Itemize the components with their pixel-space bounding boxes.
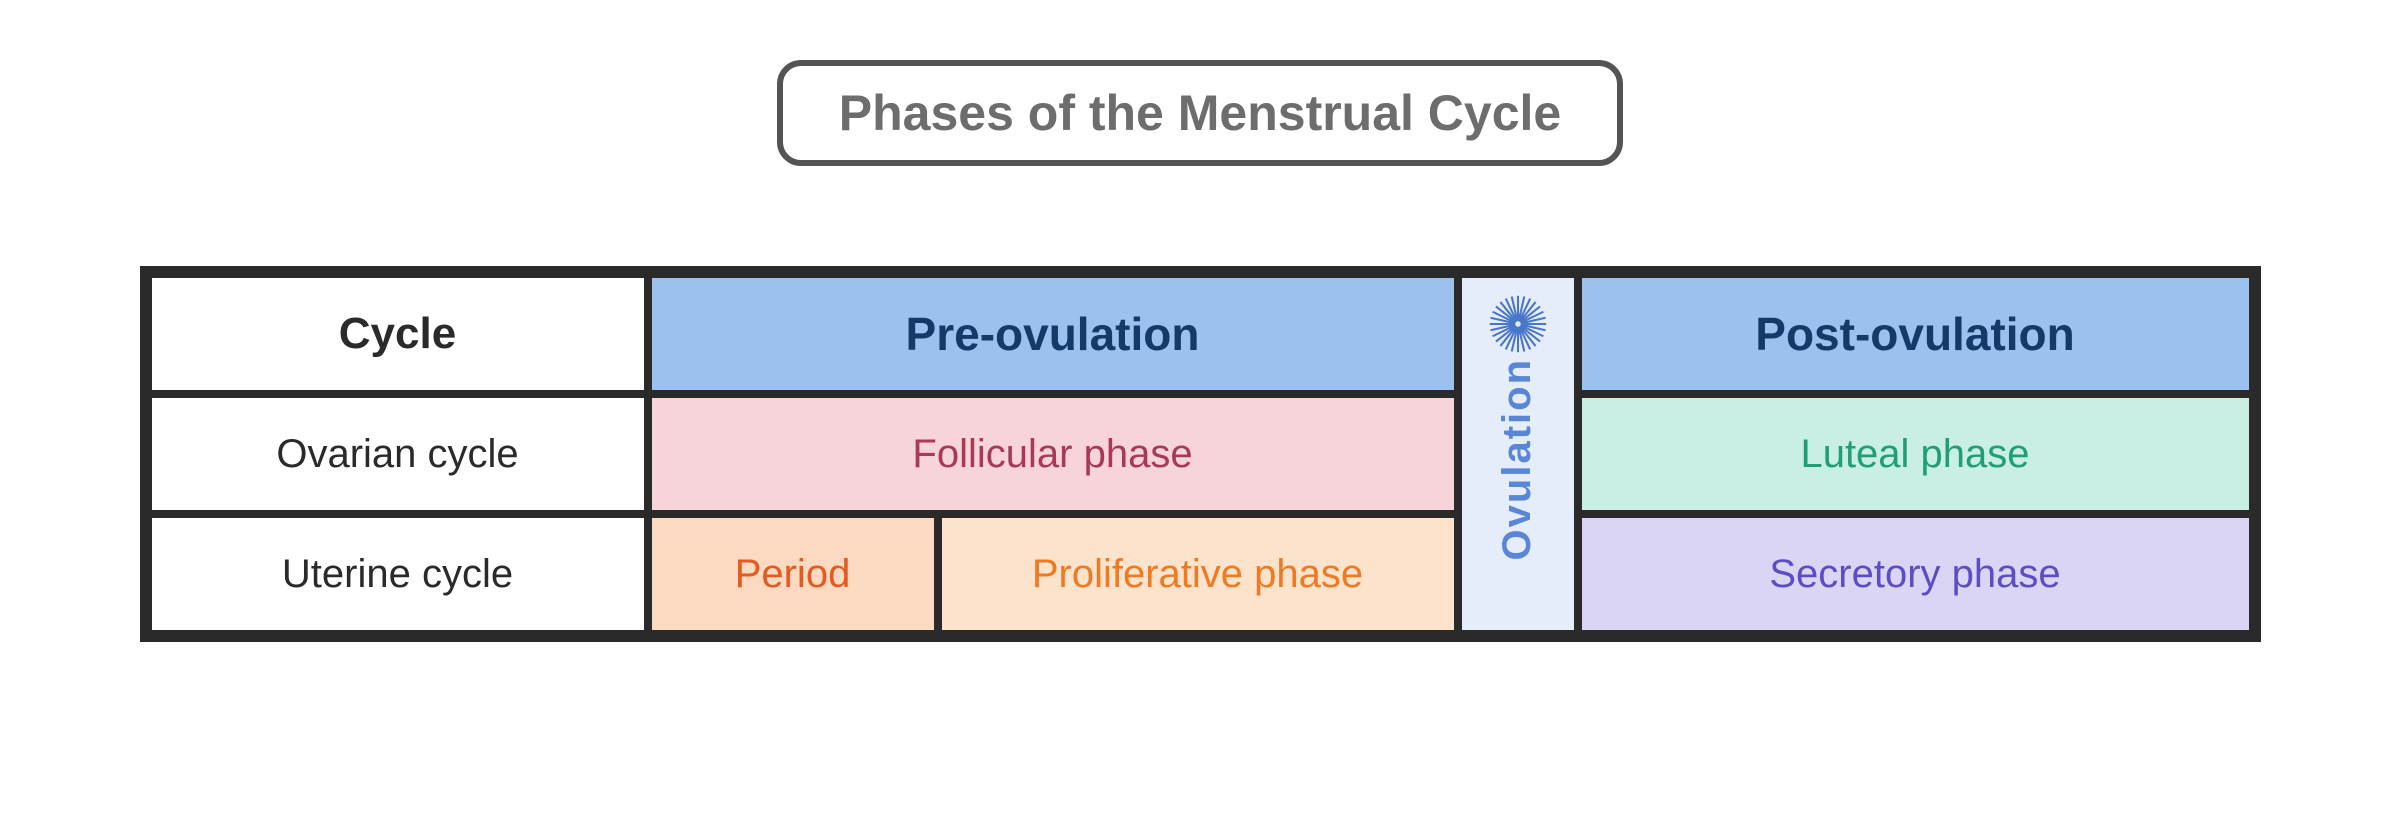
row-label-ovarian-text: Ovarian cycle [276,432,518,477]
luteal-phase-text: Luteal phase [1800,432,2029,477]
header-pre-ovulation: Pre-ovulation [648,274,1458,394]
row-label-uterine-text: Uterine cycle [282,552,513,597]
ovulation-label: Ovulation [1495,358,1540,560]
ovulation-burst-icon [1486,292,1550,366]
ovulation-column: Ovulation [1458,274,1578,634]
diagram-title-box: Phases of the Menstrual Cycle [777,60,1623,166]
follicular-phase-cell: Follicular phase [648,394,1458,514]
follicular-phase-text: Follicular phase [912,432,1192,477]
period-text: Period [735,552,851,597]
header-post-ovulation-label: Post-ovulation [1755,307,2074,361]
row-label-uterine: Uterine cycle [148,514,648,634]
secretory-phase-cell: Secretory phase [1578,514,2253,634]
luteal-phase-cell: Luteal phase [1578,394,2253,514]
header-pre-ovulation-label: Pre-ovulation [906,307,1200,361]
header-cycle: Cycle [148,274,648,394]
header-cycle-label: Cycle [339,309,456,359]
period-cell: Period [648,514,938,634]
row-label-ovarian: Ovarian cycle [148,394,648,514]
header-post-ovulation: Post-ovulation [1578,274,2253,394]
diagram-title: Phases of the Menstrual Cycle [839,85,1561,141]
proliferative-phase-text: Proliferative phase [1032,552,1363,597]
phases-table: Cycle Pre-ovulation Ovulation Post-ovula… [140,266,2261,642]
secretory-phase-text: Secretory phase [1769,552,2060,597]
proliferative-phase-cell: Proliferative phase [938,514,1458,634]
